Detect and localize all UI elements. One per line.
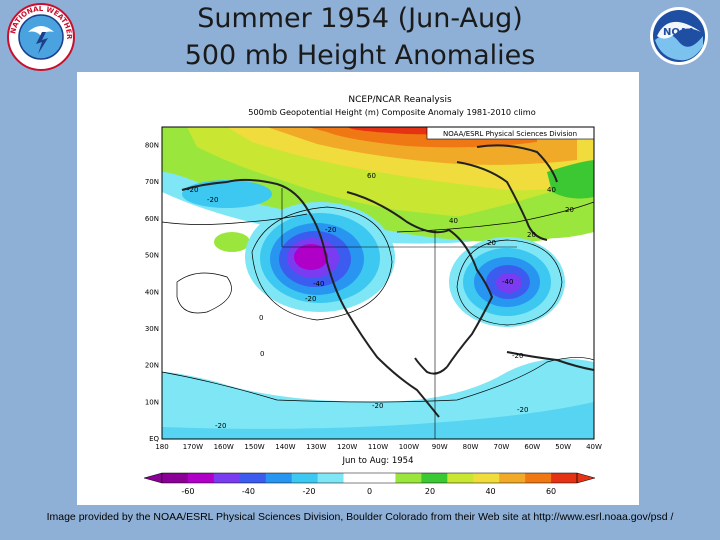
contour-label: 40 xyxy=(547,186,556,194)
latitude-label: 20N xyxy=(145,362,159,370)
anomaly-map-panel: NCEP/NCAR Reanalysis 500mb Geopotential … xyxy=(77,72,639,505)
colorbar-tick-label: -60 xyxy=(181,487,194,496)
slide-title: Summer 1954 (Jun-Aug) 500 mb Height Anom… xyxy=(100,0,620,74)
contour-label: 0 xyxy=(259,314,263,322)
colorbar-segment xyxy=(447,473,474,483)
longitude-label: 120W xyxy=(337,443,357,451)
colorbar xyxy=(143,472,596,484)
anomaly-field: 60 40 20 0 -20 -40 -20 -20 -20 -20 -20 -… xyxy=(162,127,594,439)
colorbar-segment xyxy=(187,473,215,483)
colorbar-segment xyxy=(525,473,552,483)
latitude-labels: 80N 70N 60N 50N 40N 30N 20N 10N EQ xyxy=(145,142,160,444)
latitude-label: 50N xyxy=(145,252,159,260)
longitude-label: 170W xyxy=(183,443,203,451)
colorbar-tick-label: 60 xyxy=(546,487,556,496)
contour-label: 40 xyxy=(449,217,458,225)
longitude-label: 50W xyxy=(555,443,571,451)
colorbar-tick-label: 0 xyxy=(367,487,372,496)
longitude-label: 110W xyxy=(368,443,388,451)
longitude-label: 180 xyxy=(155,443,168,451)
longitude-label: 140W xyxy=(275,443,295,451)
longitude-label: 70W xyxy=(494,443,510,451)
colorbar-ticks: -60 -40 -20 0 20 40 60 xyxy=(181,487,556,496)
longitude-label: 40W xyxy=(586,443,602,451)
contour-label: -20 xyxy=(372,402,383,410)
colorbar-tick-label: -40 xyxy=(242,487,255,496)
svg-text:NOAA: NOAA xyxy=(663,27,695,38)
latitude-label: EQ xyxy=(149,435,159,443)
latitude-label: 30N xyxy=(145,325,159,333)
latitude-label: 80N xyxy=(145,142,159,150)
colorbar-tick-label: -20 xyxy=(302,487,315,496)
longitude-label: 80W xyxy=(463,443,479,451)
contour-label: 20 xyxy=(565,206,574,214)
longitude-label: 160W xyxy=(214,443,234,451)
latitude-label: 40N xyxy=(145,288,159,296)
nws-logo-icon: NATIONAL WEATHER SERVICE xyxy=(3,0,76,72)
map-header-line-1: NCEP/NCAR Reanalysis xyxy=(348,95,452,105)
colorbar-segment xyxy=(317,473,344,483)
latitude-label: 10N xyxy=(145,398,159,406)
colorbar-segment xyxy=(369,473,396,483)
image-credit: Image provided by the NOAA/ESRL Physical… xyxy=(46,511,674,523)
latitude-label: 60N xyxy=(145,215,159,223)
longitude-label: 90W xyxy=(432,443,448,451)
contour-label: -20 xyxy=(187,186,198,194)
latitude-label: 70N xyxy=(145,178,159,186)
contour-label: 20 xyxy=(527,231,536,239)
colorbar-tick-label: 20 xyxy=(425,487,435,496)
longitude-label: 100W xyxy=(399,443,419,451)
colorbar-segment xyxy=(213,473,241,483)
longitude-label: 130W xyxy=(306,443,326,451)
colorbar-segment xyxy=(551,473,578,483)
map-header-line-2: 500mb Geopotential Height (m) Composite … xyxy=(248,107,536,117)
title-line-2: 500 mb Height Anomalies xyxy=(184,40,536,71)
colorbar-tick-label: 40 xyxy=(485,487,495,496)
contour-label: -20 xyxy=(517,406,528,414)
contour-label: -20 xyxy=(207,196,218,204)
longitude-label: 150W xyxy=(244,443,264,451)
colorbar-segment xyxy=(343,473,370,483)
colorbar-segment xyxy=(421,473,448,483)
contour-label: -40 xyxy=(502,278,513,286)
noaa-logo-icon: NOAA xyxy=(649,6,709,66)
colorbar-segment xyxy=(499,473,526,483)
contour-label: -20 xyxy=(305,295,316,303)
colorbar-right-arrow xyxy=(576,472,596,484)
contour-label: -20 xyxy=(512,352,523,360)
contour-label: 0 xyxy=(260,350,264,358)
title-line-1: Summer 1954 (Jun-Aug) xyxy=(197,3,523,34)
colorbar-segment xyxy=(239,473,267,483)
source-tag: NOAA/ESRL Physical Sciences Division xyxy=(443,130,577,138)
colorbar-segment xyxy=(265,473,292,483)
colorbar-segment xyxy=(291,473,318,483)
colorbar-segment xyxy=(473,473,500,483)
contour-label: -20 xyxy=(325,226,336,234)
contour-label: 20 xyxy=(487,239,496,247)
longitude-labels: 180 170W 160W 150W 140W 130W 120W 110W 100W 90W 80… xyxy=(155,443,602,451)
longitude-label: 60W xyxy=(524,443,540,451)
contour-label: -20 xyxy=(215,422,226,430)
colorbar-segment xyxy=(162,473,189,483)
period-label: Jun to Aug: 1954 xyxy=(341,456,413,466)
colorbar-segment xyxy=(395,473,422,483)
colorbar-left-arrow xyxy=(143,472,163,484)
contour-label: 60 xyxy=(367,172,376,180)
contour-label: -40 xyxy=(313,280,324,288)
